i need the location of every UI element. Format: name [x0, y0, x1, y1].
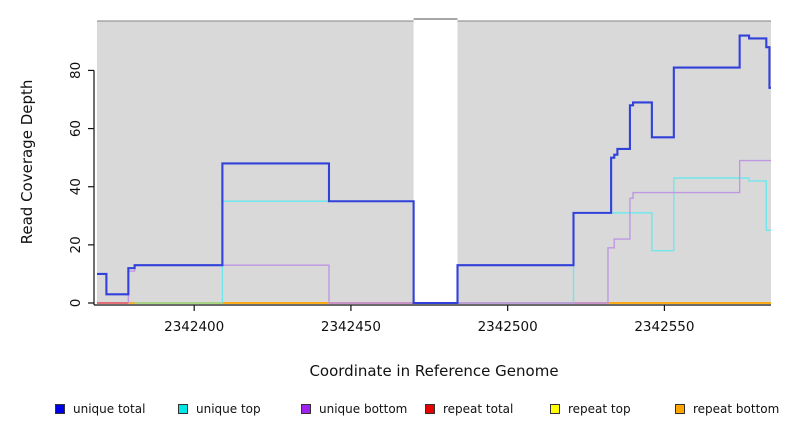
x-tick-label: 2342500 [478, 319, 538, 335]
x-tick-label: 2342400 [164, 319, 224, 335]
y-axis-title: Read Coverage Depth [18, 79, 36, 245]
masked-region [413, 19, 458, 303]
y-tick-label: 80 [68, 62, 84, 79]
y-tick-label: 40 [68, 178, 84, 195]
series-unique-total [97, 34, 771, 305]
y-tick-label: 20 [68, 236, 84, 253]
x-tick-label: 2342550 [634, 319, 694, 335]
x-axis-title: Coordinate in Reference Genome [309, 362, 559, 380]
y-tick-label: 60 [68, 120, 84, 137]
y-tick-label: 0 [68, 299, 84, 308]
x-tick-label: 2342450 [321, 319, 381, 335]
